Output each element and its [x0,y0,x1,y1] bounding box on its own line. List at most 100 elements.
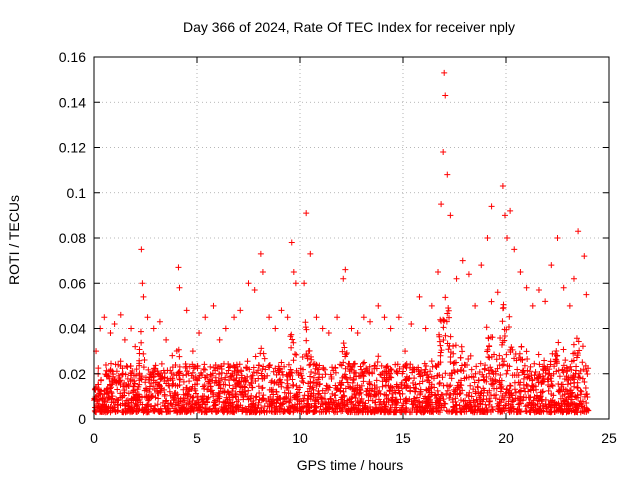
data-point [360,378,367,385]
data-point [114,397,121,404]
data-point [503,370,510,377]
data-point [255,401,262,408]
data-point [95,365,102,372]
data-point [514,366,521,373]
data-point [125,390,132,397]
data-point [436,381,443,388]
data-point [142,379,149,386]
data-point [257,350,264,357]
data-point [489,334,496,341]
data-point [134,396,141,403]
data-point [127,372,134,379]
data-point [186,378,193,385]
data-point [146,373,153,380]
data-point [549,382,556,389]
data-point [281,406,288,413]
data-point [284,407,291,414]
data-point [435,398,442,405]
data-point [193,390,200,397]
data-point [245,280,252,287]
data-point [535,374,542,381]
data-point [333,387,340,394]
data-point [327,395,334,402]
data-point [452,342,459,349]
data-point [503,351,510,358]
data-point [445,307,452,314]
data-point [584,393,591,400]
data-point [505,407,512,414]
data-point [148,403,155,410]
data-point [545,376,552,383]
data-point [100,409,107,416]
data-point [553,352,560,359]
data-point [285,361,292,368]
data-point [402,404,409,411]
data-point [393,383,400,390]
data-point [550,392,557,399]
data-point [185,388,192,395]
data-point [434,373,441,380]
data-point [555,380,562,387]
data-point [223,370,230,377]
data-point [304,408,311,415]
data-point [321,366,328,373]
data-point [508,344,515,351]
data-point [123,363,130,370]
data-point [243,364,250,371]
data-point [94,405,101,412]
data-point [494,403,501,410]
data-point [166,382,173,389]
data-point [340,359,347,366]
data-point [442,92,449,99]
data-point [150,373,157,380]
data-point [353,391,360,398]
data-point [439,391,446,398]
data-point [378,407,385,414]
data-point [541,357,548,364]
data-point [169,375,176,382]
data-point [519,369,526,376]
data-point [291,401,298,408]
data-point [371,362,378,369]
data-point [371,382,378,389]
data-point [216,336,223,343]
data-point [344,363,351,370]
data-point [572,407,579,414]
data-point [258,372,265,379]
data-point [364,366,371,373]
data-point [317,394,324,401]
data-point [303,210,310,217]
data-point [486,342,493,349]
data-point [493,356,500,363]
data-point [189,394,196,401]
data-point [216,371,223,378]
data-point [441,400,448,407]
data-point [412,381,419,388]
data-point [151,408,158,415]
data-point [575,394,582,401]
data-point [304,355,311,362]
data-point [568,374,575,381]
data-point [334,314,341,321]
data-point [531,360,538,367]
data-point [533,395,540,402]
data-point [398,381,405,388]
data-point [298,372,305,379]
data-point [479,405,486,412]
data-point [408,320,415,327]
data-point [375,353,382,360]
data-point [570,341,577,348]
data-point [287,372,294,379]
data-point [305,348,312,355]
data-point [562,386,569,393]
data-point [104,372,111,379]
data-point [508,401,515,408]
data-point [387,383,394,390]
data-point [449,396,456,403]
data-point [294,407,301,414]
data-point [151,387,158,394]
data-point [200,396,207,402]
data-point [359,360,366,367]
data-point [220,360,227,367]
data-point [278,307,285,314]
